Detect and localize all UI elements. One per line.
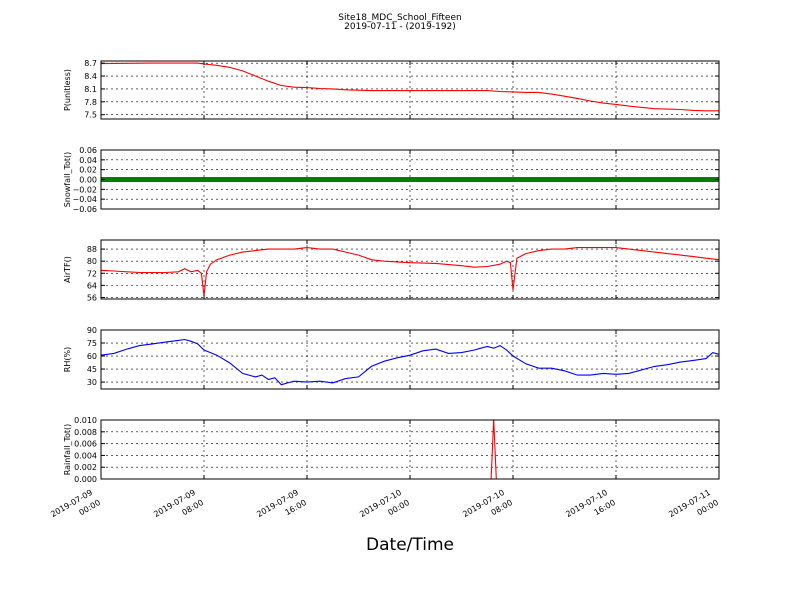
y-tick-label: 7.8 [84,98,97,107]
chart-title-line2: 2019-07-11 - (2019-192) [344,22,456,32]
y-tick-label: 88 [87,245,97,254]
y-tick-label: 8.4 [84,72,97,81]
y-tick-label: 90 [87,326,97,335]
y-axis-label: Rainfall_Tot() [63,424,72,476]
y-tick-label: 0.004 [74,451,97,460]
panel-5: 0.000 0.002 0.004 0.006 0.008 0.010Rainfall_T… [63,416,720,484]
y-tick-label: −0.06 [72,205,97,214]
chart-title-line1: Site18_MDC_School_Fifteen [338,13,461,23]
panel-4: 30 45 60 75 90 RH(%) [63,326,720,390]
y-tick-label: 72 [87,269,97,278]
x-axis-label: Date/Time [366,535,454,555]
y-tick-label: 0.008 [74,428,97,437]
y-tick-label: 45 [87,365,97,374]
y-tick-label: 30 [87,378,97,387]
y-tick-label: 0.02 [79,166,97,175]
y-tick-label: 64 [87,281,97,290]
y-tick-label: 8.1 [84,85,97,94]
series-line [100,62,719,112]
y-tick-label: 7.5 [84,111,97,120]
y-tick-label: −0.04 [72,195,97,204]
panel-2: −0.06−0.04−0.020.000.020.040.06 Snowfall_… [63,146,720,214]
y-tick-label: 0.06 [79,146,97,155]
y-axis-label: Snowfall_Tot() [63,152,72,208]
y-tick-label: 0.010 [74,416,97,425]
panel-1: 7.5 7.8 8.1 8.4 8.7 P(unitless) [63,59,720,120]
y-axis-label: RH(%) [63,347,72,372]
y-tick-label: 60 [87,352,97,361]
y-axis-label: P(unitless) [63,69,72,111]
panel-4-grid [101,330,719,389]
y-tick-label: 0.04 [79,156,97,165]
y-tick-label: 0.00 [79,176,97,185]
series-line [100,247,720,297]
y-tick-label: −0.02 [72,185,97,194]
y-tick-label: 0.006 [74,440,97,449]
y-tick-label: 56 [87,293,97,302]
panel-3: 56 64 72 80 88 AirTF() [63,239,720,302]
y-tick-label: 8.7 [84,59,97,68]
y-axis-label: AirTF() [63,256,72,283]
series-line [100,338,720,386]
y-tick-label: 0.002 [74,463,97,472]
y-tick-label: 0.000 [74,475,97,484]
panel-5-grid [101,420,719,479]
y-tick-label: 75 [87,339,97,348]
y-tick-label: 80 [87,257,97,266]
